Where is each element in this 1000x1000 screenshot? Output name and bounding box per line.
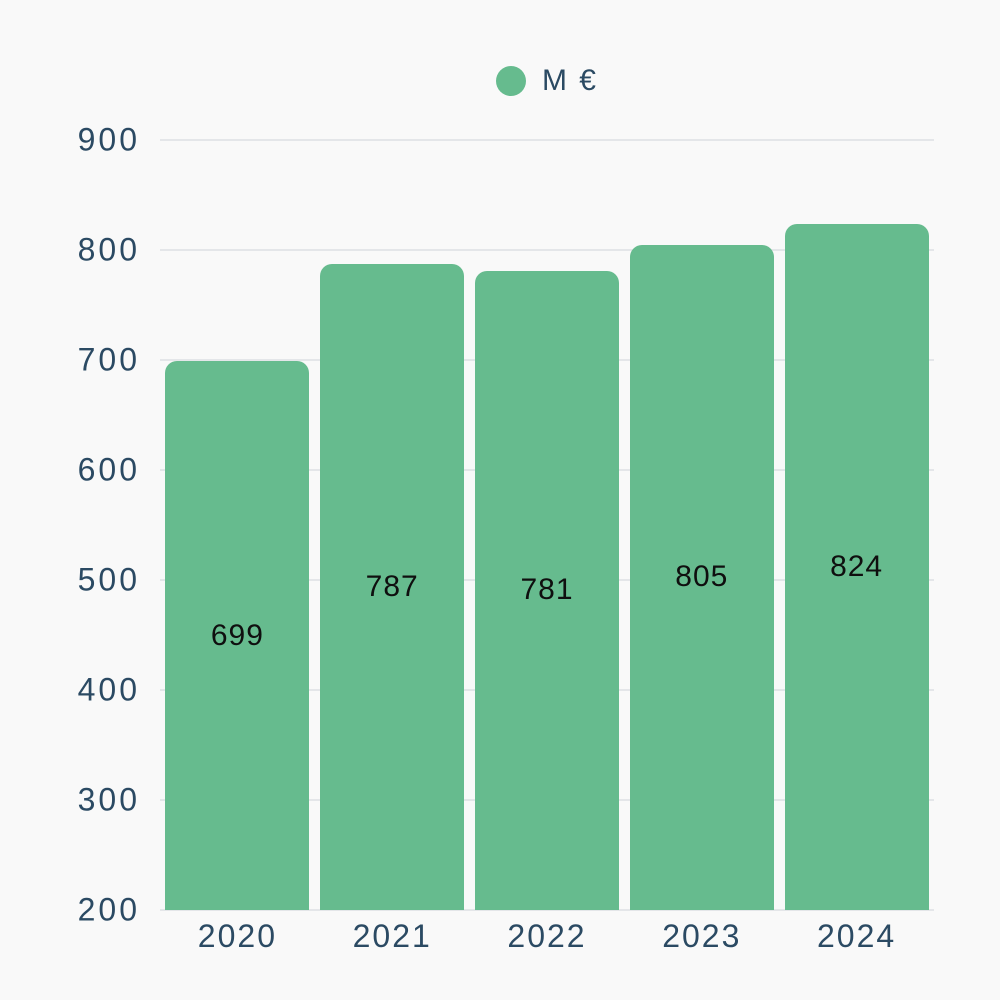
- bar[interactable]: 787: [320, 264, 465, 910]
- gridline: [160, 909, 934, 911]
- y-tick-label: 900: [77, 121, 140, 158]
- gridline: [160, 139, 934, 141]
- bar-value-label: 805: [675, 560, 729, 594]
- y-tick-label: 200: [77, 891, 140, 928]
- y-tick-label: 700: [77, 341, 140, 378]
- x-axis: 2020 2021 2022 2023 2024: [160, 910, 934, 970]
- x-tick-label: 2021: [352, 918, 432, 954]
- legend-item[interactable]: M €: [160, 64, 934, 98]
- bar-value-label: 787: [365, 570, 419, 604]
- y-tick-label: 800: [77, 231, 140, 268]
- y-axis: 200 300 400 500 600 700 800 900: [0, 122, 140, 928]
- gridline: [160, 249, 934, 251]
- x-tick-label: 2020: [197, 918, 277, 954]
- bar[interactable]: 781: [475, 270, 619, 910]
- x-tick-label: 2022: [507, 918, 587, 954]
- bar[interactable]: 824: [784, 223, 929, 910]
- bar[interactable]: 805: [629, 244, 774, 910]
- bar[interactable]: 699: [165, 361, 310, 910]
- x-tick-label: 2024: [817, 918, 897, 954]
- legend-label: M €: [541, 64, 598, 97]
- legend-marker-icon: [495, 66, 526, 96]
- bar-value-label: 781: [520, 573, 574, 607]
- plot-area: 699 787 781 805 824: [160, 139, 934, 911]
- x-tick-label: 2023: [662, 918, 742, 954]
- y-tick-label: 300: [77, 781, 140, 818]
- y-tick-label: 400: [77, 671, 140, 708]
- y-tick-label: 600: [77, 451, 140, 488]
- bar-value-label: 699: [210, 618, 264, 652]
- bar-value-label: 824: [830, 549, 884, 583]
- y-tick-label: 500: [77, 561, 140, 598]
